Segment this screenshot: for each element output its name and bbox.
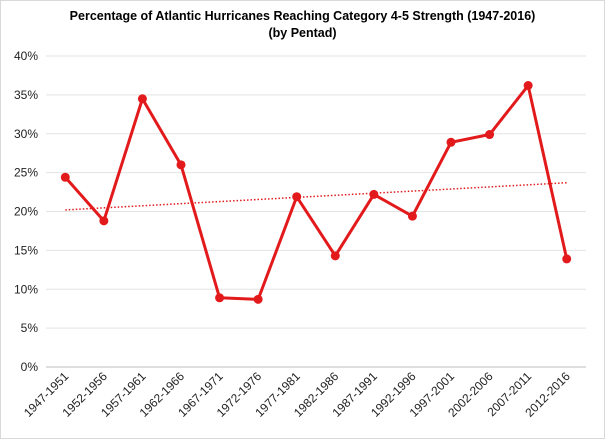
data-point: [407, 211, 417, 221]
data-point: [330, 251, 340, 261]
series-line: [64, 84, 569, 301]
gridlines: [46, 55, 586, 368]
y-tick-label: 0%: [21, 360, 39, 374]
series-group: [60, 81, 572, 304]
y-tick-label: 25%: [14, 166, 38, 180]
y-tick-label: 35%: [14, 88, 38, 102]
data-point: [523, 81, 533, 91]
y-tick-label: 40%: [14, 49, 38, 63]
trendline-group: [65, 181, 567, 211]
data-point: [562, 254, 572, 264]
y-tick-label: 30%: [14, 127, 38, 141]
y-tick-label: 15%: [14, 243, 38, 257]
y-tick-label: 20%: [14, 205, 38, 219]
data-point: [253, 294, 263, 304]
data-point: [176, 160, 186, 170]
data-point: [137, 94, 147, 104]
data-point: [446, 137, 456, 147]
data-point: [99, 216, 109, 226]
data-point: [60, 172, 70, 182]
linear-trendline: [65, 181, 567, 211]
chart-title: Percentage of Atlantic Hurricanes Reachi…: [69, 9, 536, 23]
chart-title-block: Percentage of Atlantic Hurricanes Reachi…: [0, 8, 605, 42]
data-point: [369, 189, 379, 199]
data-point: [485, 130, 495, 140]
x-axis-ticks: 1947-19511952-19561957-19611962-19661967…: [21, 369, 573, 420]
y-tick-label: 10%: [14, 282, 38, 296]
y-axis-ticks: 0% 5% 10% 15% 20% 25% 30% 35% 40%: [14, 49, 38, 374]
data-point: [292, 192, 302, 202]
chart-subtitle: (by Pentad): [268, 26, 337, 40]
data-point: [215, 293, 225, 303]
y-tick-label: 5%: [21, 321, 39, 335]
